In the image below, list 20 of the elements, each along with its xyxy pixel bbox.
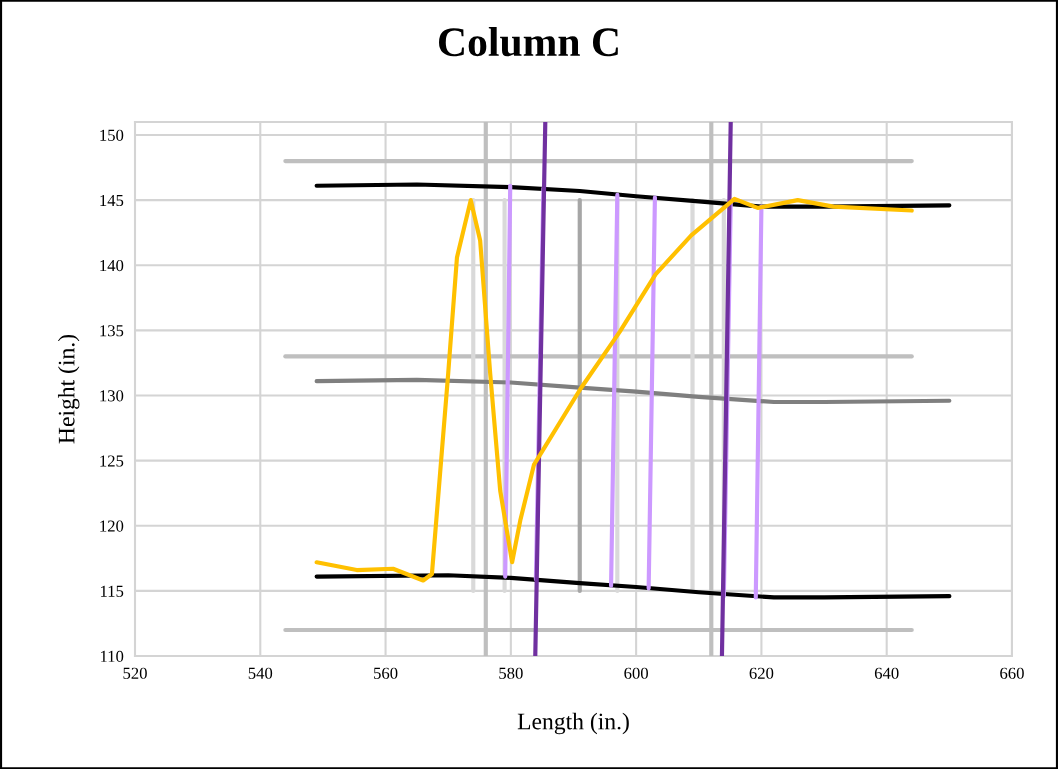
y-tick-label: 120 xyxy=(100,520,124,532)
x-tick-label: 660 xyxy=(1000,667,1024,679)
chart-title: Column C xyxy=(439,26,618,57)
y-tick-label: 135 xyxy=(100,325,124,337)
x-tick-label: 640 xyxy=(874,667,899,679)
y-tick-label: 145 xyxy=(100,194,124,207)
x-tick-label: 600 xyxy=(624,667,648,679)
y-axis-title: Height (in.) xyxy=(57,334,80,444)
y-tick-label: 140 xyxy=(100,259,124,272)
y-tick-label: 110 xyxy=(100,650,124,662)
x-tick-label: 580 xyxy=(499,667,523,679)
x-tick-label: 560 xyxy=(374,667,398,679)
y-tick-label: 115 xyxy=(100,585,124,597)
x-axis-title: Length (in.) xyxy=(517,712,629,735)
x-tick-label: 520 xyxy=(123,667,147,679)
x-tick-label: 620 xyxy=(749,667,774,679)
y-tick-label: 130 xyxy=(100,390,124,402)
y-tick-label: 150 xyxy=(100,129,124,141)
x-tick-label: 540 xyxy=(248,667,273,679)
y-tick-label: 125 xyxy=(100,455,124,467)
